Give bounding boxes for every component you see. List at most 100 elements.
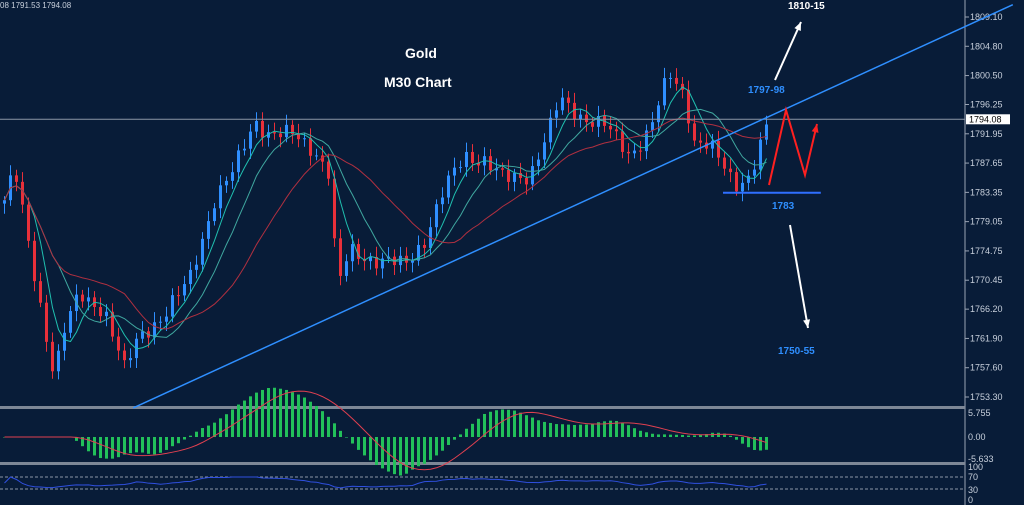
candle-body [525,177,528,185]
macd-bar [225,414,228,437]
macd-bar [567,424,570,437]
macd-bar [627,425,630,437]
macd-bar [681,434,684,437]
macd-bar [519,412,522,437]
moving-average-line [4,108,767,338]
macd-bar [645,432,648,437]
y-tick-label: 1796.25 [970,100,1003,110]
macd-bar [375,437,378,465]
macd-bar [651,433,654,437]
y-tick-label: 1770.45 [970,275,1003,285]
candle-body [201,238,204,265]
macd-bar [609,420,612,437]
candle-body [357,244,360,259]
candle-body [495,168,498,171]
candle-body [417,244,420,261]
macd-bar [189,435,192,437]
candle-body [561,97,564,111]
candle-body [519,173,522,178]
candle-body [225,180,228,186]
y-tick-label: 1804.80 [970,41,1003,51]
candle-body [321,155,324,162]
macd-bar [699,434,702,437]
candle-body [207,221,210,239]
y-tick-label: 1774.75 [970,246,1003,256]
macd-bar [297,394,300,437]
macd-bar [141,437,144,453]
macd-bar [687,435,690,437]
arrow-down-head [803,319,811,328]
ohlc-readout: 08 1791.53 1794.08 [0,1,72,10]
candle-body [537,159,540,167]
macd-bar [723,433,726,437]
candle-body [663,78,666,106]
candle-body [195,264,198,270]
y-tick-label: 1766.20 [970,304,1003,314]
macd-bar [339,430,342,437]
macd-bar [597,422,600,437]
macd-bar [249,396,252,437]
macd-bar [285,389,288,437]
macd-bar [387,437,390,472]
candle-body [693,123,696,141]
candle-body [543,142,546,160]
macd-bar [87,437,90,452]
candle-body [765,124,768,140]
macd-bar [441,437,444,451]
macd-bar [363,437,366,456]
macd-bar [405,437,408,474]
candle-body [15,175,18,182]
candle-body [327,161,330,179]
macd-bar [291,392,294,437]
candle-body [123,350,126,361]
macd-bar [453,437,456,440]
candle-body [171,295,174,317]
macd-bar [75,437,78,441]
macd-bar [759,437,762,451]
macd-bar [735,437,738,440]
candle-body [549,117,552,143]
candle-body [249,131,252,149]
moving-average-line [4,117,767,330]
candle-body [729,168,732,173]
candle-body [477,162,480,166]
candle-body [735,172,738,192]
macd-bar [741,437,744,444]
candle-body [639,150,642,152]
macd-bar [507,409,510,437]
candle-body [69,311,72,333]
macd-tick-label: 5.755 [968,408,991,418]
macd-bar [591,423,594,437]
candle-body [489,156,492,171]
candle-body [369,256,372,262]
y-tick-label: 1761.90 [970,333,1003,343]
macd-bar [729,435,732,437]
candle-body [267,132,270,138]
macd-bar [747,437,750,448]
target-down-label: 1750-55 [778,346,815,357]
macd-bar [447,437,450,445]
candle-body [471,151,474,163]
candle-body [615,129,618,132]
candle-body [309,138,312,156]
macd-tick-label: -5.633 [968,454,994,464]
moving-average-line [4,86,767,350]
panel-separator [0,406,965,409]
macd-bar [309,401,312,437]
arrow-down [789,224,809,329]
candle-body [81,294,84,302]
macd-bar [621,422,624,437]
macd-bar [471,423,474,437]
rsi-tick-label: 30 [968,485,978,495]
macd-bar [561,424,564,437]
macd-bar [531,417,534,437]
macd-bar [753,437,756,450]
candle-body [651,122,654,131]
candle-body [303,138,306,140]
candle-body [45,302,48,342]
macd-bar [477,418,480,437]
candle-body [141,331,144,339]
macd-bar [501,409,504,437]
candle-body [627,151,630,154]
chart-title: Gold [405,45,437,61]
